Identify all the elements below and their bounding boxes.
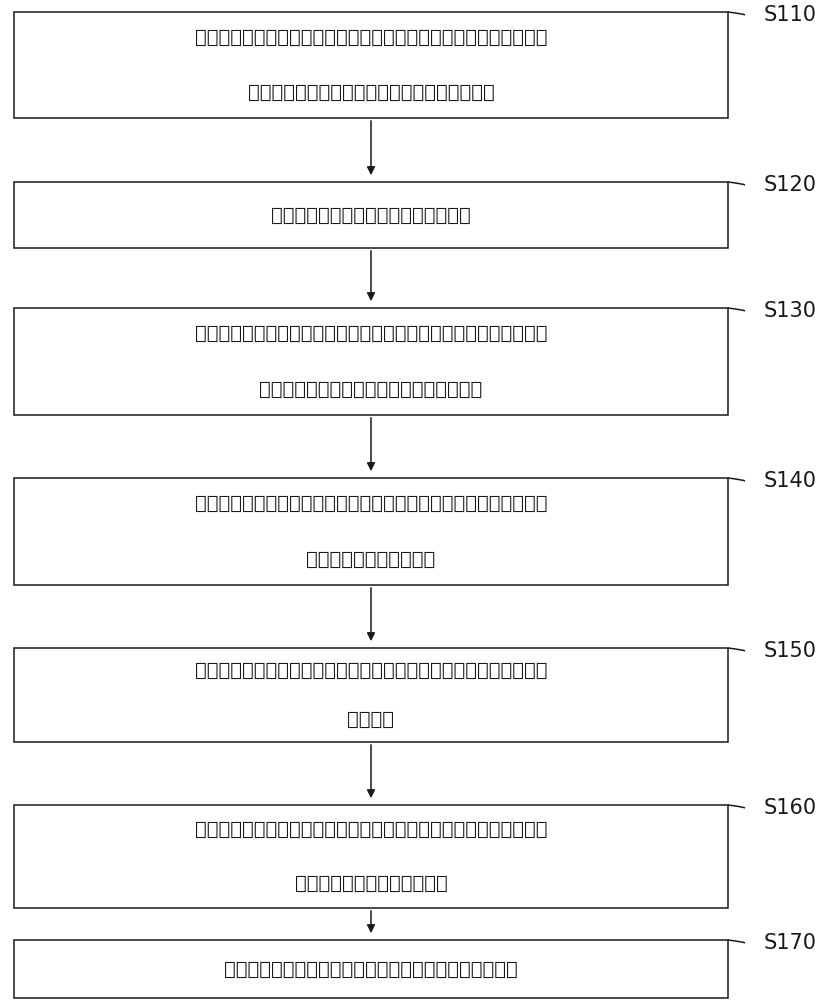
Text: S170: S170	[764, 933, 817, 953]
Text: 根据所有待充装储氢瓶的充装时间对所有待充装储氢瓶进行充装方案: 根据所有待充装储氢瓶的充装时间对所有待充装储氢瓶进行充装方案	[195, 820, 547, 839]
Text: 充装时间: 充装时间	[348, 710, 394, 729]
Bar	[14, 940, 728, 998]
Text: 氢气的充装温度，以得到所有最佳充装温度: 氢气的充装温度，以得到所有最佳充装温度	[259, 380, 483, 399]
Text: 的确定，以得到最优充装方案: 的确定，以得到最优充装方案	[294, 874, 447, 893]
Bar	[14, 648, 728, 742]
Text: 确定压缩机组充装工况下和储罐充装工况下充装温度与充装时间的曲: 确定压缩机组充装工况下和储罐充装工况下充装温度与充装时间的曲	[195, 494, 547, 513]
Text: 根据所有氢气压力以及所述第一曲线图确定充装质量最佳时所对应的: 根据所有氢气压力以及所述第一曲线图确定充装质量最佳时所对应的	[195, 324, 547, 343]
Text: 根据所述最优充装方案对所有待充装储氢瓶进行有序充装: 根据所述最优充装方案对所有待充装储氢瓶进行有序充装	[224, 960, 518, 978]
Text: S110: S110	[764, 5, 817, 25]
Bar	[14, 478, 728, 585]
Text: 线图，以得到第二曲线图: 线图，以得到第二曲线图	[307, 550, 436, 569]
Text: S160: S160	[764, 798, 817, 818]
Text: 确定压缩机组充装工况下和储罐充装工况下不同氢气压力的储氢瓶的: 确定压缩机组充装工况下和储罐充装工况下不同氢气压力的储氢瓶的	[195, 28, 547, 47]
Bar	[14, 12, 728, 118]
Bar	[14, 182, 728, 248]
Bar	[14, 308, 728, 415]
Text: S150: S150	[764, 641, 817, 661]
Text: 获取所有待充装储氢瓶对应的氢气压力: 获取所有待充装储氢瓶对应的氢气压力	[271, 206, 471, 225]
Bar	[14, 805, 728, 908]
Text: S120: S120	[764, 175, 817, 195]
Text: 充装温度与充装质量曲线图，以得到第一曲线图: 充装温度与充装质量曲线图，以得到第一曲线图	[248, 83, 494, 102]
Text: S140: S140	[764, 471, 817, 491]
Text: 根据所有最佳充装温度以及所述第二曲线图确定所有待充装储氢瓶的: 根据所有最佳充装温度以及所述第二曲线图确定所有待充装储氢瓶的	[195, 661, 547, 680]
Text: S130: S130	[764, 301, 817, 321]
